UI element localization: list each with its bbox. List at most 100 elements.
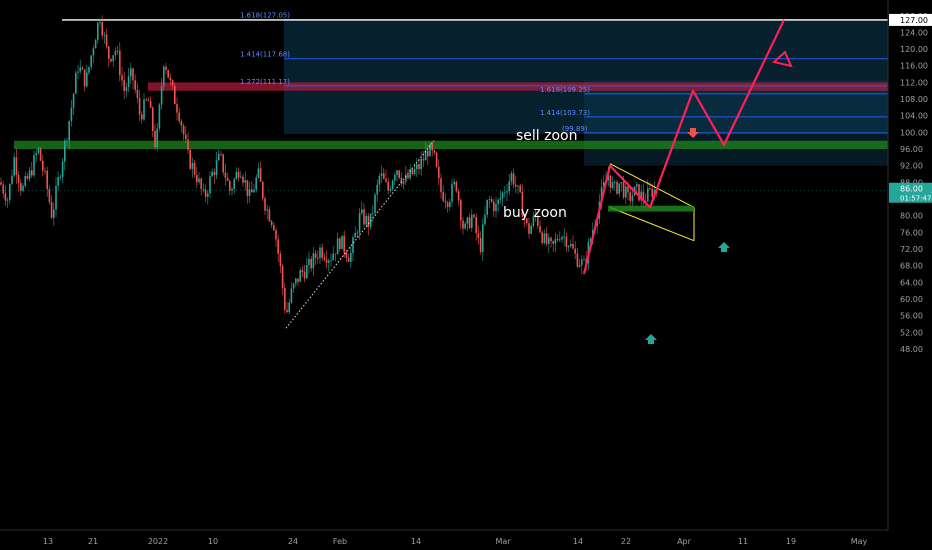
zone-group — [14, 82, 888, 150]
candle-body — [165, 66, 167, 70]
candle-body — [125, 87, 128, 92]
candle-body — [438, 166, 440, 179]
candle-body — [462, 220, 464, 229]
projection-path — [582, 19, 785, 275]
candle-body — [266, 209, 268, 211]
candle-body — [330, 260, 332, 261]
candle-body — [24, 175, 26, 186]
candle-body — [103, 34, 106, 36]
candle-body — [92, 48, 95, 56]
candle-body — [94, 40, 97, 49]
candle-body — [358, 213, 361, 233]
x-tick-label: 11 — [738, 537, 748, 546]
y-tick-label: 116.00 — [900, 62, 928, 71]
candle-body — [292, 283, 295, 289]
channel-green-band — [608, 205, 694, 212]
candle-body — [242, 176, 244, 183]
candle-body — [490, 199, 493, 202]
candle-body — [356, 232, 359, 234]
candle-body — [306, 265, 308, 279]
candle-body — [570, 243, 572, 247]
candle-body — [88, 66, 90, 73]
candle-body — [402, 181, 405, 184]
candle-body — [308, 258, 310, 266]
candle-body — [578, 265, 581, 267]
candle-body — [28, 170, 31, 179]
candle-body — [288, 302, 290, 313]
projection-arrowhead — [771, 50, 793, 68]
candle-body — [182, 125, 185, 135]
dotted-trendline — [285, 140, 435, 329]
fib-label-small-2: (99.89) — [562, 125, 588, 133]
candle-body — [488, 199, 491, 200]
candle-body — [200, 178, 202, 189]
candle-body — [411, 169, 414, 174]
candle-body — [15, 157, 18, 175]
x-tick-label: 2022 — [148, 537, 168, 546]
candle-body — [376, 184, 378, 195]
x-tick-label: 10 — [208, 537, 218, 546]
candle-body — [583, 259, 585, 261]
candle-body — [350, 252, 352, 262]
y-tick-label: 52.00 — [900, 328, 923, 337]
candle-body — [328, 260, 330, 263]
x-tick-label: 21 — [88, 537, 98, 546]
buy-arrow-icon — [718, 242, 730, 252]
candle-body — [526, 218, 528, 224]
candle-body — [519, 185, 521, 192]
candle-body — [534, 215, 537, 217]
candle-body — [251, 189, 253, 193]
candle-body — [631, 195, 634, 201]
candle-body — [440, 178, 442, 193]
candle-body — [565, 236, 568, 248]
candle-body — [517, 185, 519, 187]
candle-body — [97, 22, 99, 41]
price-marker-bg-0 — [889, 13, 932, 26]
candle-body — [321, 247, 323, 258]
candle-body — [614, 181, 616, 183]
candle-body — [240, 176, 242, 178]
candle-body — [609, 175, 612, 188]
candle-body — [442, 192, 444, 201]
candle-body — [99, 22, 101, 24]
y-tick-label: 60.00 — [900, 295, 923, 304]
candle-body — [636, 184, 638, 187]
candle-body — [622, 182, 625, 198]
candle-body — [303, 272, 306, 279]
price-marker-bg-1 — [889, 182, 932, 203]
candle-body — [455, 181, 458, 192]
candle-body — [130, 68, 132, 77]
candle-body — [13, 157, 15, 176]
candle-body — [435, 152, 438, 167]
candle-body — [147, 99, 150, 102]
candle-body — [57, 177, 59, 186]
candle-body — [537, 215, 539, 226]
candle-body — [101, 22, 103, 36]
candle-body — [286, 309, 288, 313]
candle-body — [127, 76, 130, 88]
fib-label-large-2: 1.272(111.17) — [240, 78, 290, 86]
candle-body — [79, 67, 81, 72]
candle-body — [6, 199, 9, 201]
x-tick-label: 14 — [573, 537, 583, 546]
candle-body — [50, 202, 53, 218]
candle-body — [374, 194, 376, 214]
x-tick-label: Mar — [495, 537, 511, 546]
candle-body — [141, 114, 143, 120]
candle-body — [123, 80, 125, 92]
candle-body — [46, 170, 48, 190]
candle-body — [400, 177, 403, 184]
candle-body — [486, 199, 488, 215]
candle-body — [132, 68, 134, 81]
candle-body — [504, 192, 506, 194]
candle-body — [466, 217, 469, 224]
candle-body — [446, 202, 449, 207]
candle-body — [314, 253, 317, 258]
candle-body — [548, 237, 550, 244]
candle-body — [471, 214, 473, 228]
candle-body — [185, 134, 187, 140]
candle-body — [191, 162, 194, 169]
candle-body — [75, 72, 77, 94]
candle-body — [460, 200, 462, 221]
